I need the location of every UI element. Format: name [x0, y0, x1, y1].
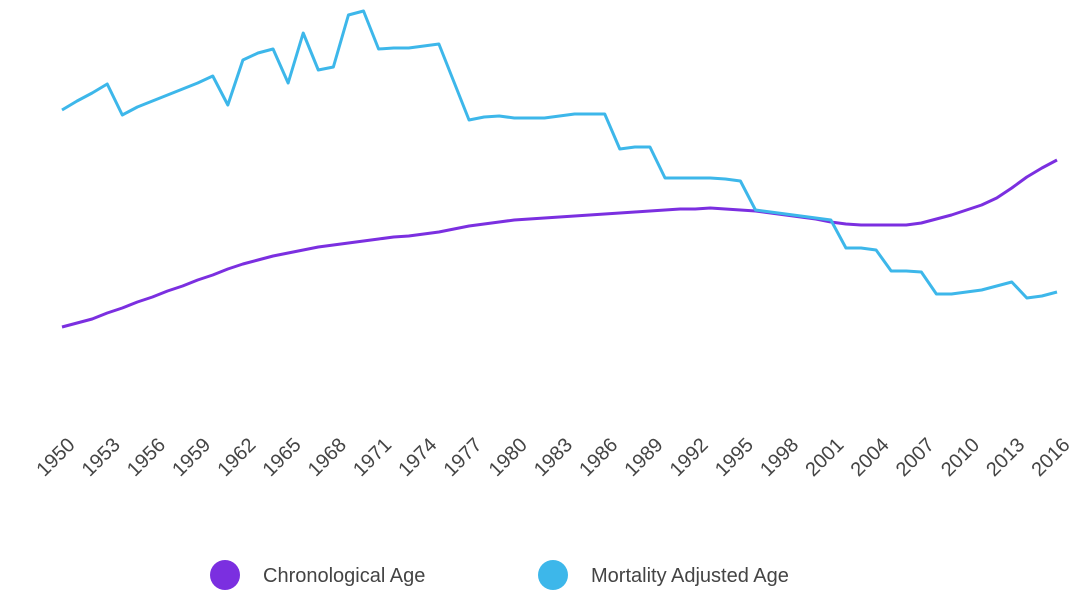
x-tick-label: 2001	[801, 434, 848, 481]
legend-label: Mortality Adjusted Age	[591, 565, 789, 587]
x-tick-label: 1959	[168, 434, 215, 481]
x-tick-label: 1992	[666, 434, 713, 481]
x-tick-label: 1986	[575, 434, 622, 481]
x-tick-label: 1971	[349, 434, 396, 481]
x-tick-label: 2010	[937, 434, 984, 481]
legend-swatch	[538, 560, 568, 590]
x-tick-label: 1962	[213, 434, 260, 481]
x-tick-label: 1965	[259, 434, 306, 481]
x-tick-label: 1956	[123, 434, 170, 481]
x-tick-label: 1998	[756, 434, 803, 481]
x-tick-label: 2013	[982, 434, 1029, 481]
x-tick-label: 1950	[33, 434, 80, 481]
x-tick-label: 1953	[78, 434, 125, 481]
x-tick-label: 1977	[440, 434, 487, 481]
series-line	[61, 158, 1058, 329]
x-tick-label: 1980	[485, 434, 532, 481]
legend-label: Chronological Age	[263, 565, 425, 587]
x-tick-label: 2007	[892, 434, 939, 481]
series-line	[61, 9, 1058, 300]
x-tick-label: 1974	[394, 434, 441, 481]
x-tick-label: 1983	[530, 434, 577, 481]
x-tick-label: 2016	[1028, 434, 1075, 481]
legend-swatch	[210, 560, 240, 590]
x-tick-label: 2004	[847, 434, 894, 481]
x-tick-label: 1989	[620, 434, 667, 481]
x-tick-label: 1995	[711, 434, 758, 481]
x-tick-label: 1968	[304, 434, 351, 481]
